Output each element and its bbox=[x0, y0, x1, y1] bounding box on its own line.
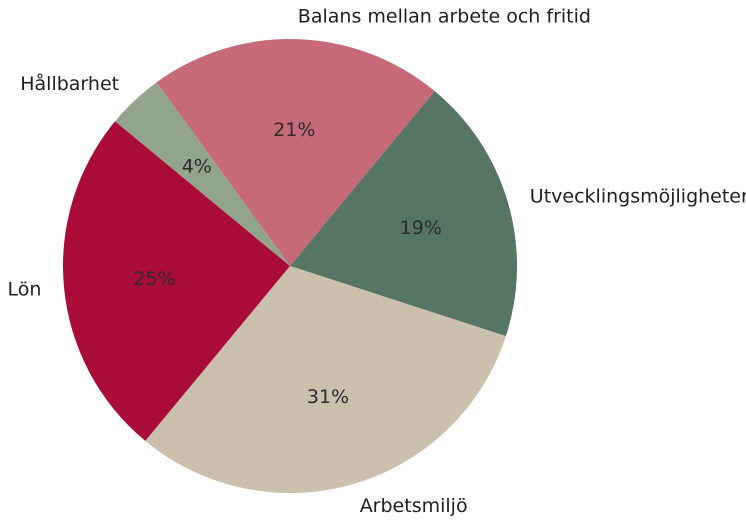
pie-slice-1 bbox=[156, 38, 435, 266]
pie-category-label-3: Arbetsmiljö bbox=[360, 495, 468, 517]
pie-category-label-2: Utvecklingsmöjligheter bbox=[530, 185, 746, 207]
pie-percent-label-2: 19% bbox=[400, 217, 442, 239]
pie-slice-4 bbox=[62, 121, 290, 441]
pie-slice-2 bbox=[290, 91, 518, 337]
pie-percent-label-5: 4% bbox=[182, 156, 212, 178]
pie-category-label-5: Hållbarhet bbox=[20, 72, 119, 95]
pie-slice-5 bbox=[115, 82, 290, 266]
pie-percent-label-1: 21% bbox=[273, 119, 315, 141]
pie-category-label-4: Lön bbox=[7, 279, 41, 301]
pie-percent-label-3: 31% bbox=[307, 386, 349, 408]
pie-slice-3 bbox=[145, 266, 506, 494]
pie-percent-label-4: 25% bbox=[133, 268, 175, 290]
pie-category-label-1: Balans mellan arbete och fritid bbox=[298, 5, 591, 27]
